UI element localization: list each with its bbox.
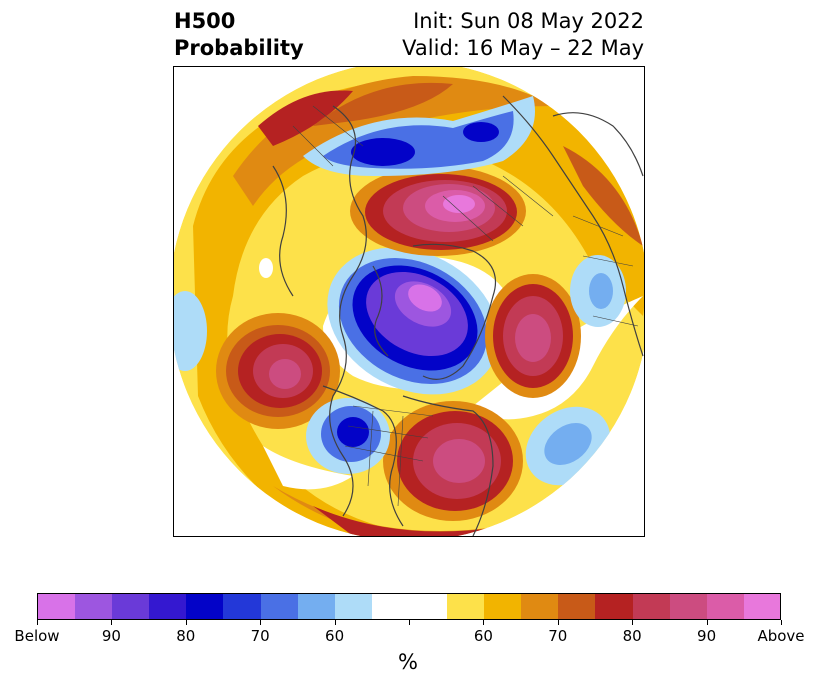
colorbar-segment [74,593,112,620]
colorbar-segment [595,593,633,620]
probability-map [173,66,645,537]
colorbar-tick-label: 60 [473,627,493,645]
run-info: Init: Sun 08 May 2022 Valid: 16 May – 22… [402,8,644,62]
init-date: Init: Sun 08 May 2022 [413,9,644,33]
colorbar-segment [557,593,596,620]
map-border [173,66,645,537]
title-line-1: H500 [174,9,236,33]
colorbar-segment [743,593,782,620]
colorbar-segment [260,593,298,620]
colorbar-border [37,593,781,620]
colorbar-tick-label: 90 [697,627,717,645]
colorbar-tick-label: Above [757,627,805,645]
colorbar-segment [334,593,373,620]
colorbar-segment [409,593,447,620]
colorbar-tick [781,620,782,625]
political-borders [292,105,639,507]
colorbar-segment [148,593,187,620]
colorbar-segment [185,593,224,620]
colorbar-tick [260,620,261,625]
colorbar-tick [483,620,484,625]
colorbar-unit-label: % [398,650,418,674]
colorbar-tick [111,620,112,625]
colorbar-segment [669,593,708,620]
colorbar-segment [223,593,261,620]
colorbar-segment [706,593,745,620]
title-line-2: Probability [174,36,304,60]
colorbar-tick [409,620,410,625]
colorbar [37,593,782,620]
colorbar-tick [707,620,708,625]
colorbar-tick-label: 80 [622,627,642,645]
colorbar-tick [37,620,38,625]
chart-title: H500 Probability [174,8,304,62]
colorbar-tick-label: 90 [101,627,121,645]
coastlines [272,95,644,537]
valid-range: Valid: 16 May – 22 May [402,36,644,60]
colorbar-segment [446,593,484,620]
colorbar-tick-label: Below [14,627,60,645]
colorbar-segment [371,593,410,620]
colorbar-tick [632,620,633,625]
colorbar-tick [186,620,187,625]
colorbar-tick [558,620,559,625]
colorbar-tick-label: 60 [325,627,345,645]
colorbar-segment [111,593,150,620]
shading-layer [173,66,645,537]
colorbar-tick [335,620,336,625]
colorbar-segment [520,593,559,620]
colorbar-segment [297,593,336,620]
colorbar-segment [483,593,522,620]
colorbar-tick-label: 70 [250,627,270,645]
colorbar-tick-label: 80 [176,627,196,645]
colorbar-segment [37,593,75,620]
colorbar-tick-label: 70 [548,627,568,645]
colorbar-segment [632,593,670,620]
map-svg [173,66,645,537]
